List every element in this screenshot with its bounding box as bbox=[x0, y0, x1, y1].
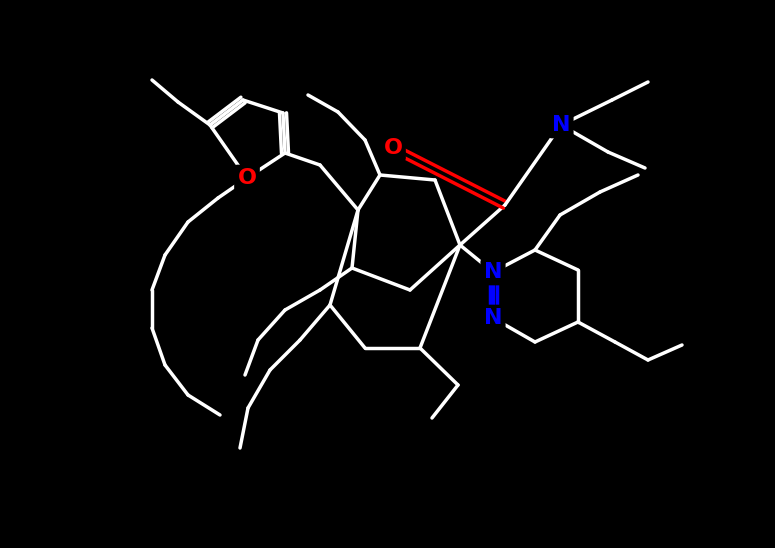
Text: N: N bbox=[484, 308, 502, 328]
Text: O: O bbox=[237, 168, 257, 188]
Text: O: O bbox=[384, 138, 402, 158]
Text: N: N bbox=[484, 262, 502, 282]
Text: N: N bbox=[552, 115, 570, 135]
